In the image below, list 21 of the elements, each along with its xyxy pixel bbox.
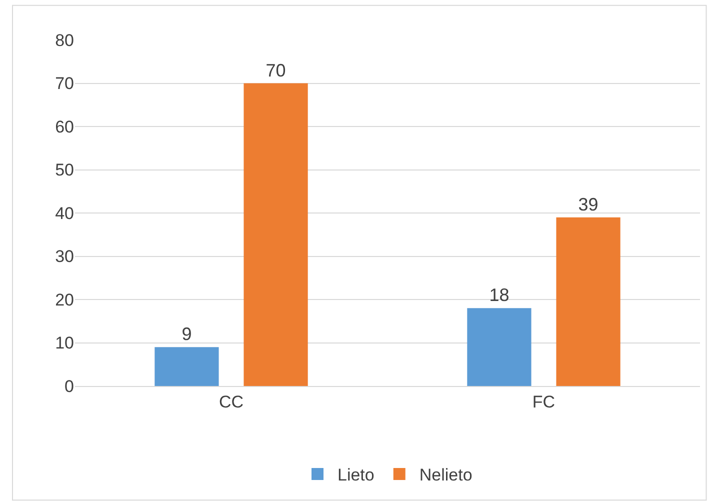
data-label: 70: [266, 60, 286, 80]
y-tick-label: 10: [55, 334, 74, 353]
bar: [244, 83, 308, 386]
y-tick-label: 0: [64, 376, 74, 396]
y-tick-label: 40: [55, 204, 74, 223]
data-label: 9: [182, 324, 192, 344]
y-tick-label: 30: [55, 247, 74, 266]
y-tick-label: 80: [55, 30, 74, 50]
y-tick-label: 50: [55, 160, 74, 180]
y-tick-label: 20: [55, 290, 74, 310]
y-tick-label: 60: [55, 117, 74, 136]
bar: [154, 347, 219, 386]
x-tick-label: CC: [218, 392, 244, 412]
legend-label: Nelieto: [419, 466, 472, 485]
data-label: 18: [489, 285, 510, 306]
bar: [556, 217, 620, 386]
data-label: 39: [578, 194, 598, 214]
legend-label: Lieto: [338, 466, 374, 485]
y-tick-label: 70: [55, 74, 74, 94]
x-tick-label: FC: [532, 392, 556, 412]
bar: [467, 308, 532, 386]
